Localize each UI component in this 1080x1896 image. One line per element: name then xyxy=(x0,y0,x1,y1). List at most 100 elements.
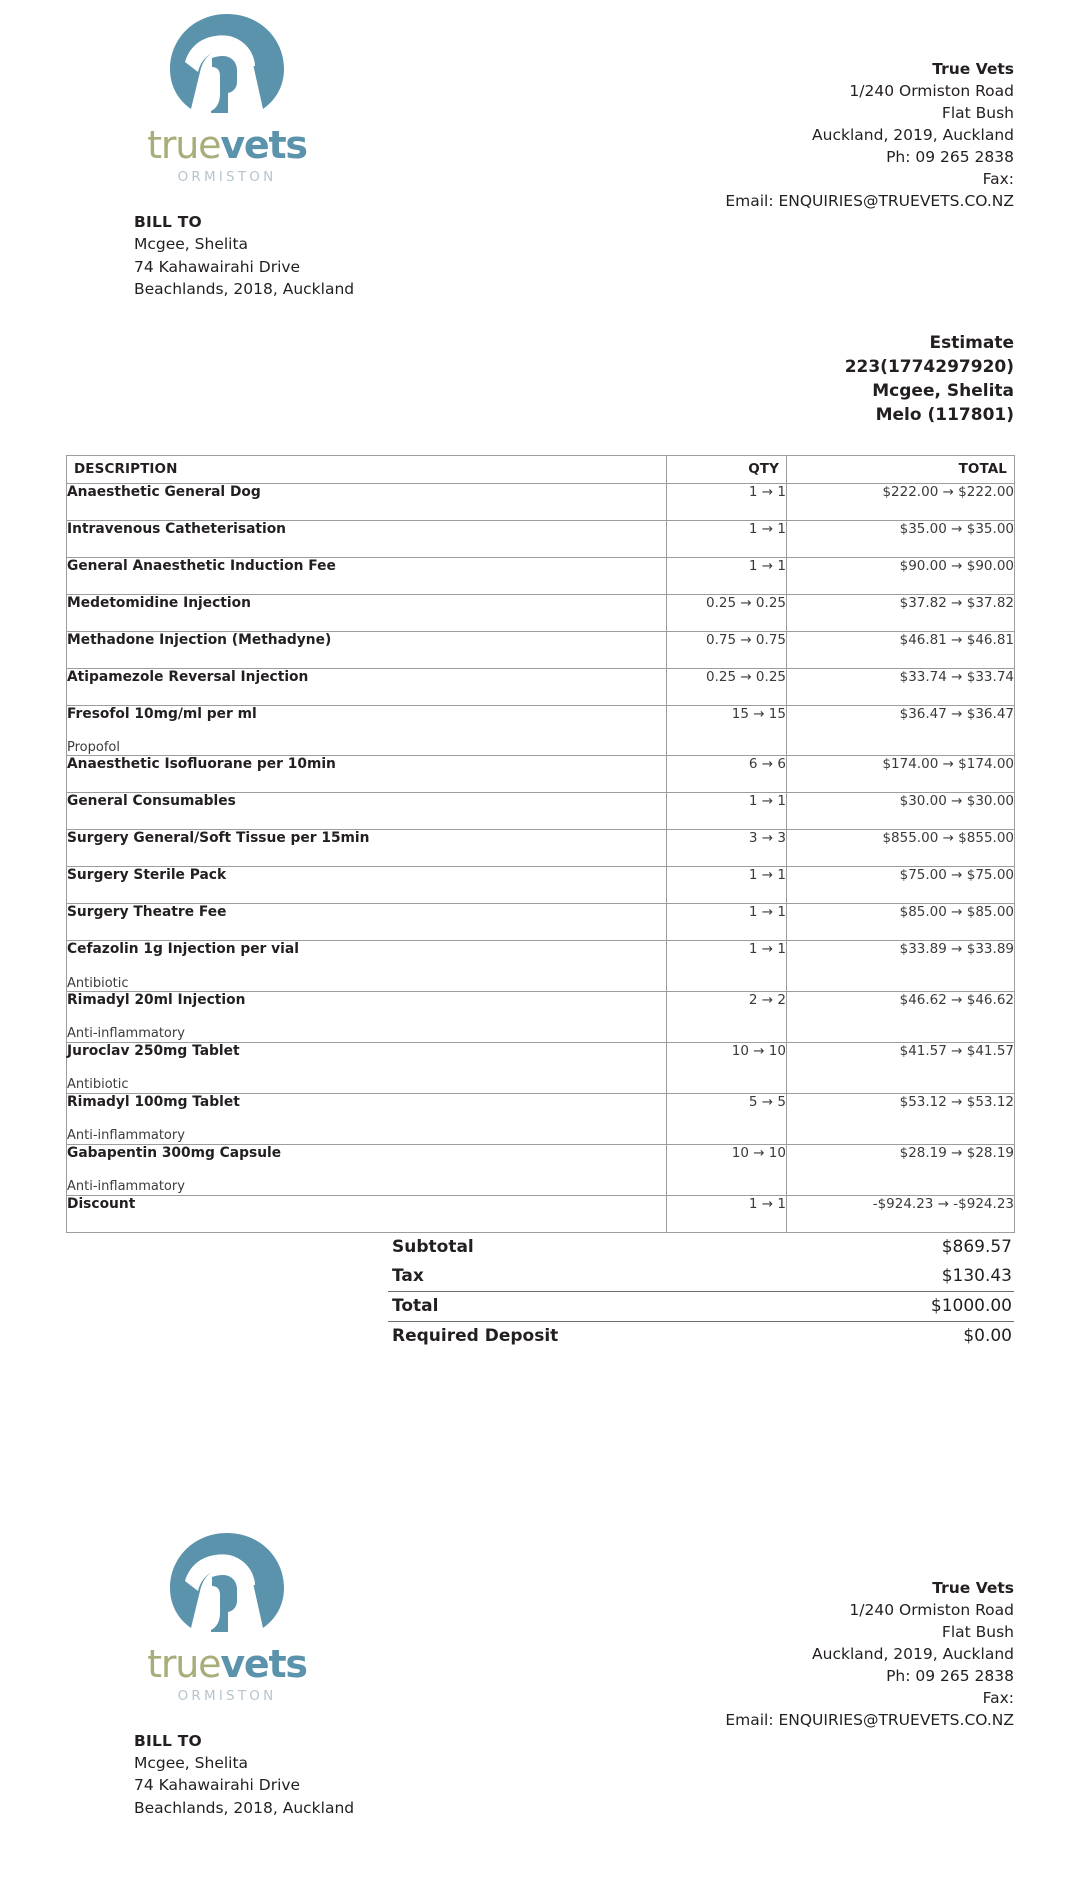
logo-word-vets: vets xyxy=(220,1641,308,1686)
logo-word-vets: vets xyxy=(220,123,308,167)
cell-description: Discount xyxy=(66,1194,667,1233)
cell-description: Atipamezole Reversal Injection xyxy=(66,667,667,706)
totals-row-deposit: Required Deposit $0.00 xyxy=(66,1321,1014,1351)
table-row: Juroclav 250mg Tablet Antibiotic 10 → 10 $4… xyxy=(66,1042,1015,1094)
bill-to-title: BILL TO xyxy=(134,213,202,231)
item-name: Anaesthetic General Dog xyxy=(67,483,261,500)
bill-to-title: BILL TO xyxy=(134,1731,202,1750)
table-row: Surgery Sterile Pack 1 → 1 $75.00 → $75.00 xyxy=(66,866,1015,905)
cell-description: Gabapentin 300mg Capsule Anti-inflammator… xyxy=(66,1143,667,1196)
cell-qty: 1 → 1 xyxy=(666,556,787,595)
cell-qty: 1 → 1 xyxy=(666,940,787,993)
clinic-fax: Fax: xyxy=(982,170,1014,188)
cell-total: $90.00 → $90.00 xyxy=(786,556,1015,595)
table-row: Gabapentin 300mg Capsule Anti-inflammator… xyxy=(66,1143,1015,1196)
cell-qty: 1 → 1 xyxy=(666,903,787,942)
item-name: Intravenous Catheterisation xyxy=(67,520,286,537)
clinic-email: Email: ENQUIRIES@TRUEVETS.CO.NZ xyxy=(725,1710,1014,1729)
item-note: Antibiotic xyxy=(67,975,129,991)
table-row: Intravenous Catheterisation 1 → 1 $35.00 →… xyxy=(66,519,1015,558)
table-row: Surgery General/Soft Tissue per 15min 3 →… xyxy=(66,829,1015,868)
cell-qty: 0.25 → 0.25 xyxy=(666,667,787,706)
cell-total: $33.74 → $33.74 xyxy=(786,667,1015,706)
table-row: Methadone Injection (Methadyne) 0.75 → 0.… xyxy=(66,630,1015,669)
cell-qty: 10 → 10 xyxy=(666,1042,787,1094)
cell-qty: 6 → 6 xyxy=(666,755,787,794)
logo-wordmark-2: truevets xyxy=(102,1645,352,1683)
table-row: Rimadyl 100mg Tablet Anti-inflammatory 5 →… xyxy=(66,1092,1015,1145)
totals-spacer xyxy=(66,1233,388,1262)
subtotal-value: $869.57 xyxy=(941,1236,1012,1257)
tax-value: $130.43 xyxy=(786,1261,1014,1292)
item-name: Anaesthetic Isofluorane per 10min xyxy=(67,756,336,773)
cell-total: $46.62 → $46.62 xyxy=(786,991,1015,1044)
cell-description: Rimadyl 20ml Injection Anti-inflammatory xyxy=(66,991,667,1044)
clinic-phone: Ph: 09 265 2838 xyxy=(886,148,1014,166)
bill-to-address-line-2: Beachlands, 2018, Auckland xyxy=(134,280,355,299)
item-name: General Anaesthetic Induction Fee xyxy=(67,557,336,574)
total-label: Total xyxy=(388,1291,786,1322)
totals-spacer xyxy=(66,1291,388,1321)
cell-qty: 15 → 15 xyxy=(666,704,787,757)
totals-row-subtotal: Subtotal $869.57 xyxy=(66,1233,1014,1262)
bill-to-name: Mcgee, Shelita xyxy=(134,1754,249,1772)
item-name: Gabapentin 300mg Capsule xyxy=(67,1144,282,1161)
cell-description: Fresofol 10mg/ml per ml Propofol xyxy=(66,704,667,757)
cell-total: -$924.23 → -$924.23 xyxy=(786,1194,1015,1233)
estimate-number: 223(1774297920) xyxy=(844,357,1014,377)
bill-to-address-line-2: Beachlands, 2018, Auckland xyxy=(134,1798,355,1817)
cell-qty: 1 → 1 xyxy=(666,482,787,521)
item-name: Medetomidine Injection xyxy=(67,594,251,611)
cell-total: $35.00 → $35.00 xyxy=(786,519,1015,558)
cell-qty: 0.25 → 0.25 xyxy=(666,593,787,632)
company-logo: truevets ORMISTON xyxy=(102,12,352,185)
line-items-table: DESCRIPTION QTY TOTAL Anaesthetic Genera… xyxy=(66,455,1015,1233)
total-value: $1000.00 xyxy=(786,1291,1014,1322)
cell-description: Juroclav 250mg Tablet Antibiotic xyxy=(66,1042,667,1094)
table-row: Anaesthetic Isofluorane per 10min 6 → 6 $1… xyxy=(66,755,1015,794)
cell-total: $222.00 → $222.00 xyxy=(786,482,1015,521)
cell-qty: 10 → 10 xyxy=(666,1143,787,1196)
cell-qty: 1 → 1 xyxy=(666,866,787,905)
item-note: Anti-inflammatory xyxy=(67,1178,185,1194)
page-break-gap xyxy=(66,1351,1014,1519)
truevets-dog-logo-icon xyxy=(170,14,284,113)
item-name: Rimadyl 100mg Tablet xyxy=(67,1093,240,1110)
item-name: Surgery General/Soft Tissue per 15min xyxy=(67,830,370,847)
clinic-address-line-1: 1/240 Ormiston Road xyxy=(849,82,1014,100)
cell-total: $37.82 → $37.82 xyxy=(786,593,1015,632)
cell-description: Methadone Injection (Methadyne) xyxy=(66,630,667,669)
table-row: Fresofol 10mg/ml per ml Propofol 15 → 15 $3… xyxy=(66,704,1015,757)
clinic-name: True Vets xyxy=(932,60,1014,78)
clinic-address-block: True Vets 1/240 Ormiston Road Flat Bush … xyxy=(725,58,1014,212)
cell-qty: 5 → 5 xyxy=(666,1092,787,1145)
table-row: General Consumables 1 → 1 $30.00 → $30.00 xyxy=(66,792,1015,831)
bill-to-block-2: BILL TO Mcgee, Shelita 74 Kahawairahi Dr… xyxy=(134,1730,1014,1820)
cell-description: General Anaesthetic Induction Fee xyxy=(66,556,667,595)
letterhead-top: truevets ORMISTON True Vets 1/240 Ormist… xyxy=(66,0,1014,215)
column-header-description: DESCRIPTION xyxy=(66,455,667,484)
item-name: Surgery Sterile Pack xyxy=(67,867,227,884)
bill-to-block: BILL TO Mcgee, Shelita 74 Kahawairahi Dr… xyxy=(134,211,1014,301)
cell-description: Cefazolin 1g Injection per vial Antibioti… xyxy=(66,940,667,993)
cell-total: $53.12 → $53.12 xyxy=(786,1092,1015,1145)
cell-qty: 2 → 2 xyxy=(666,991,787,1044)
clinic-fax: Fax: xyxy=(982,1688,1014,1707)
column-header-qty: QTY xyxy=(666,455,787,484)
item-note: Antibiotic xyxy=(67,1077,129,1093)
cell-description: Anaesthetic Isofluorane per 10min xyxy=(66,755,667,794)
cell-qty: 1 → 1 xyxy=(666,792,787,831)
table-row: Anaesthetic General Dog 1 → 1 $222.00 → $2… xyxy=(66,482,1015,521)
item-note: Propofol xyxy=(67,739,120,755)
table-row: Atipamezole Reversal Injection 0.25 → 0.2… xyxy=(66,667,1015,706)
cell-total: $33.89 → $33.89 xyxy=(786,940,1015,993)
cell-total: $36.47 → $36.47 xyxy=(786,704,1015,757)
totals-table: Subtotal $869.57 Tax $130.43 Total $1000… xyxy=(66,1233,1014,1351)
table-row: Discount 1 → 1 -$924.23 → -$924.23 xyxy=(66,1194,1015,1233)
estimate-patient-name: Melo (117801) xyxy=(875,405,1014,426)
item-name: Surgery Theatre Fee xyxy=(67,904,227,921)
cell-description: General Consumables xyxy=(66,792,667,831)
item-note: Anti-inflammatory xyxy=(67,1128,185,1144)
cell-description: Anaesthetic General Dog xyxy=(66,482,667,521)
cell-description: Medetomidine Injection xyxy=(66,593,667,632)
